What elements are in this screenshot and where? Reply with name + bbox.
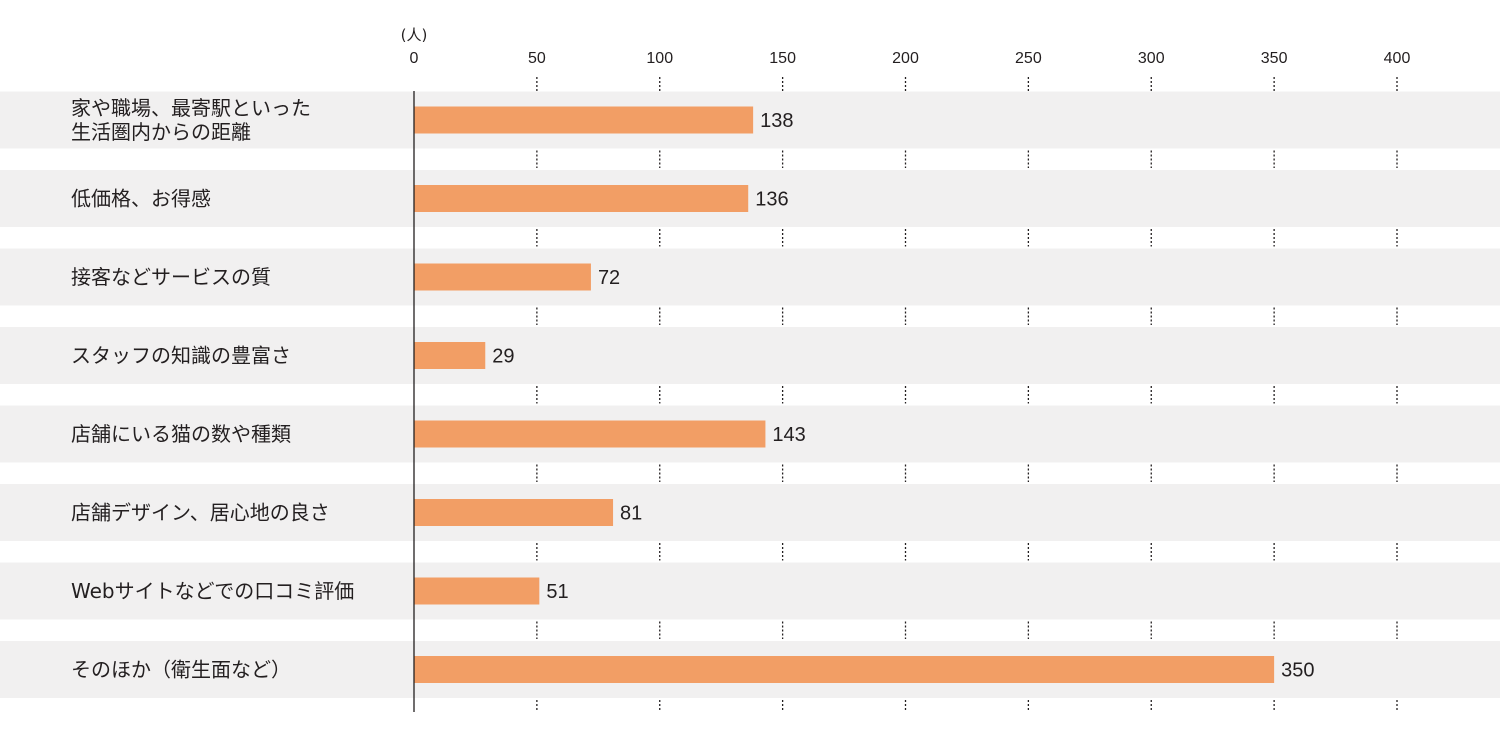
value-label-6: 51 (546, 581, 568, 603)
bar-2 (414, 263, 591, 291)
row-band (0, 170, 1500, 227)
tick-label-150: 150 (769, 50, 796, 67)
value-label-4: 143 (772, 424, 805, 446)
category-label-7: そのほか（衛生面など） (71, 658, 291, 682)
bar-0 (414, 106, 754, 134)
row-band (0, 327, 1500, 384)
value-label-0: 138 (760, 110, 793, 132)
value-label-7: 350 (1281, 660, 1314, 682)
category-label-4: 店舗にいる猫の数や種類 (71, 422, 291, 446)
category-label-0: 家や職場、最寄駅といった生活圏内からの距離 (71, 96, 311, 144)
category-labels: 家や職場、最寄駅といった生活圏内からの距離低価格、お得感接客などサービスの質スタ… (71, 96, 354, 682)
x-axis-ticks: 0 50 100 150 200 250 300 350 400 (410, 50, 1411, 67)
row-bands (0, 91, 1500, 698)
category-label-3: スタッフの知識の豊富さ (71, 344, 291, 368)
value-labels: 138 136 72 29 143 81 51 350 (492, 110, 1314, 682)
tick-label-100: 100 (646, 50, 673, 67)
tick-label-350: 350 (1261, 50, 1288, 67)
tick-label-400: 400 (1384, 50, 1411, 67)
row-band (0, 248, 1500, 306)
tick-label-300: 300 (1138, 50, 1165, 67)
value-label-2: 72 (598, 267, 620, 289)
tick-label-50: 50 (528, 50, 546, 67)
tick-label-0: 0 (410, 50, 419, 67)
grid-lines (536, 77, 1398, 710)
bar-4 (414, 420, 766, 448)
value-label-5: 81 (620, 503, 642, 525)
row-band (0, 484, 1500, 541)
tick-label-250: 250 (1015, 50, 1042, 67)
value-label-1: 136 (755, 189, 788, 211)
bar-6 (414, 577, 540, 605)
category-label-2: 接客などサービスの質 (71, 265, 271, 289)
category-label-6: Webサイトなどでの口コミ評価 (71, 579, 354, 603)
bar-5 (414, 499, 614, 526)
row-band (0, 562, 1500, 620)
bar-1 (414, 185, 749, 212)
bars (414, 106, 1275, 683)
category-label-5: 店舗デザイン、居心地の良さ (71, 501, 330, 525)
category-label-1: 低価格、お得感 (71, 187, 211, 211)
axis-unit-label: (人) (401, 26, 428, 44)
bar-3 (414, 342, 486, 369)
tick-label-200: 200 (892, 50, 919, 67)
value-label-3: 29 (492, 346, 514, 368)
bar-7 (414, 656, 1275, 683)
